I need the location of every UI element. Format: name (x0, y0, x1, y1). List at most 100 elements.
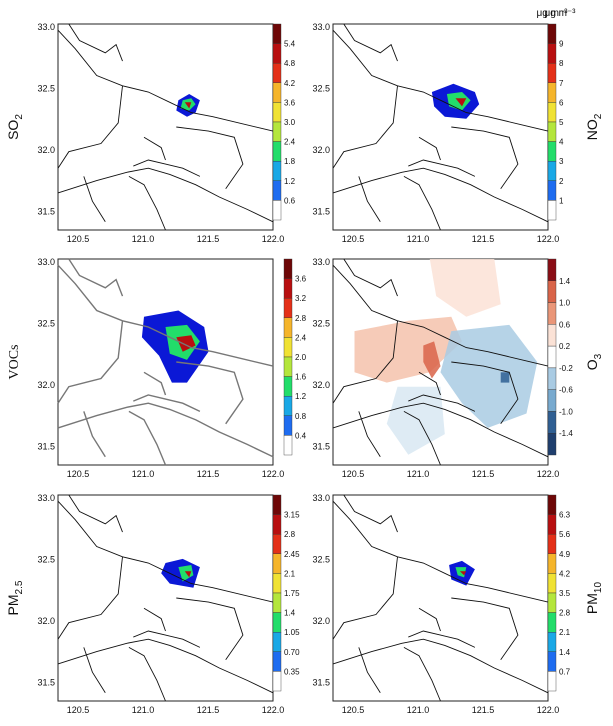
pollutant-label-subscript: 2.5 (14, 580, 25, 594)
x-tick-label: 121.5 (472, 469, 495, 479)
y-tick-label: 32.0 (37, 145, 55, 155)
boundary-line (57, 264, 274, 367)
x-tick-label: 120.5 (67, 234, 90, 244)
colorbar-tick-label: 1 (559, 196, 564, 205)
colorbar-tick-label: 1.05 (284, 628, 300, 637)
x-tick-label: 121.5 (197, 234, 220, 244)
colorbar-segment (283, 415, 293, 436)
colorbar-tick-label: 5 (559, 118, 564, 127)
colorbar-segment (547, 43, 557, 64)
pollutant-label-subscript: 2 (593, 113, 604, 119)
colorbar-segment (272, 102, 282, 123)
y-tick-label: 32.0 (312, 380, 330, 390)
boundary-line (408, 159, 476, 177)
boundary-line (418, 607, 441, 632)
boundary-line (418, 371, 441, 396)
colorbar-tick-label: 6 (559, 98, 564, 107)
colorbar-tick-label: 2.4 (295, 333, 307, 342)
colorbar-segment (272, 63, 282, 84)
map-frame (332, 23, 549, 231)
x-tick-label: 122.0 (537, 234, 560, 244)
pollutant-label: NO2 (584, 113, 604, 140)
pollutant-label-main: PM (584, 593, 600, 614)
x-tick-label: 120.5 (342, 469, 365, 479)
boundary-line (83, 411, 106, 458)
pollutant-label-main: SO (5, 120, 21, 140)
y-tick-label: 32.0 (37, 616, 55, 626)
colorbar-tick-label: 2.8 (284, 530, 296, 539)
boundary-line (403, 647, 441, 702)
x-tick-label: 121.0 (407, 469, 430, 479)
boundary-line (128, 647, 166, 702)
boundary-line (143, 371, 167, 396)
colorbar-segment (547, 141, 557, 162)
y-tick-label: 32.5 (37, 84, 55, 94)
colorbar-tick-label: 0.8 (295, 412, 307, 421)
boundary-line (68, 258, 124, 297)
pollutant-label-main: NO (584, 119, 600, 140)
boundary-line (143, 136, 166, 161)
o3-anomaly-patch (429, 259, 501, 317)
colorbar-segment (547, 411, 557, 434)
colorbar-segment (272, 494, 282, 515)
boundary-line (332, 320, 398, 404)
y-tick-label: 33.0 (312, 257, 330, 267)
colorbar-segment (272, 160, 282, 181)
units-label: μg m⁻³ (544, 8, 576, 19)
boundary-line (133, 394, 201, 413)
panel-o3: 120.5 121.0 121.5 122.0 33.0 32.5 32.0 31.5 1.4 1… (312, 257, 604, 479)
y-tick-label: 32.0 (312, 145, 330, 155)
x-tick-label: 122.0 (262, 469, 285, 479)
colorbar-segment (547, 632, 557, 653)
colorbar-tick-label: 1.0 (559, 299, 571, 308)
colorbar-segment (272, 553, 282, 574)
pollutant-label: SO2 (5, 114, 25, 140)
y-tick-label: 32.5 (312, 555, 330, 565)
colorbar-segment (547, 514, 557, 535)
colorbar-segment (547, 324, 557, 347)
colorbar-segment (547, 302, 557, 325)
colorbar-tick-label: -0.6 (559, 386, 573, 395)
colorbar-segment (272, 121, 282, 142)
plume-core (455, 98, 467, 107)
colorbar-tick-label: 3.2 (295, 294, 307, 303)
colorbar-segment (272, 632, 282, 653)
colorbar-tick-label: 1.4 (559, 277, 571, 286)
colorbar-tick-label: 0.2 (559, 342, 571, 351)
colorbar-segment (547, 534, 557, 555)
boundary-line (332, 29, 549, 132)
y-tick-label: 31.5 (37, 207, 55, 217)
colorbar-segment (547, 180, 557, 201)
x-tick-label: 122.0 (537, 469, 560, 479)
boundary-line (451, 361, 519, 425)
colorbar-tick-label: 2.8 (559, 609, 571, 618)
colorbar-segment (283, 258, 293, 279)
colorbar-segment (272, 23, 282, 44)
colorbar-tick-label: 5.4 (284, 40, 296, 49)
colorbar-segment (272, 43, 282, 64)
colorbar-tick-label: 1.2 (284, 177, 296, 186)
pollutant-label-main: PM (5, 594, 21, 615)
pollutant-label-subscript: 10 (593, 582, 604, 594)
colorbar-tick-label: 4.9 (559, 550, 571, 559)
colorbar-segment (547, 102, 557, 123)
map-frame (57, 23, 274, 231)
colorbar-tick-label: -1.4 (559, 429, 573, 438)
colorbar-segment (283, 396, 293, 417)
panel-pm10: 120.5 121.0 121.5 122.0 33.0 32.5 32.0 31.5 6.3 5… (312, 493, 604, 715)
boundary-line (57, 638, 274, 694)
y-tick-label: 31.5 (312, 207, 330, 217)
colorbar-tick-label: 1.2 (295, 392, 307, 401)
colorbar-tick-label: -1.0 (559, 407, 573, 416)
panel-no2: 120.5 121.0 121.5 122.0 33.0 32.5 32.0 31.5 9 8 7 6… (312, 8, 604, 244)
boundary-line (332, 638, 549, 694)
y-tick-label: 31.5 (37, 678, 55, 688)
plume-core (184, 571, 192, 578)
boundary-line (68, 494, 123, 533)
colorbar-tick-label: 8 (559, 59, 564, 68)
colorbar-tick-label: 1.6 (295, 373, 307, 382)
y-tick-label: 33.0 (312, 22, 330, 32)
map-frame (57, 494, 274, 702)
o3-anomaly-patch (440, 324, 538, 428)
